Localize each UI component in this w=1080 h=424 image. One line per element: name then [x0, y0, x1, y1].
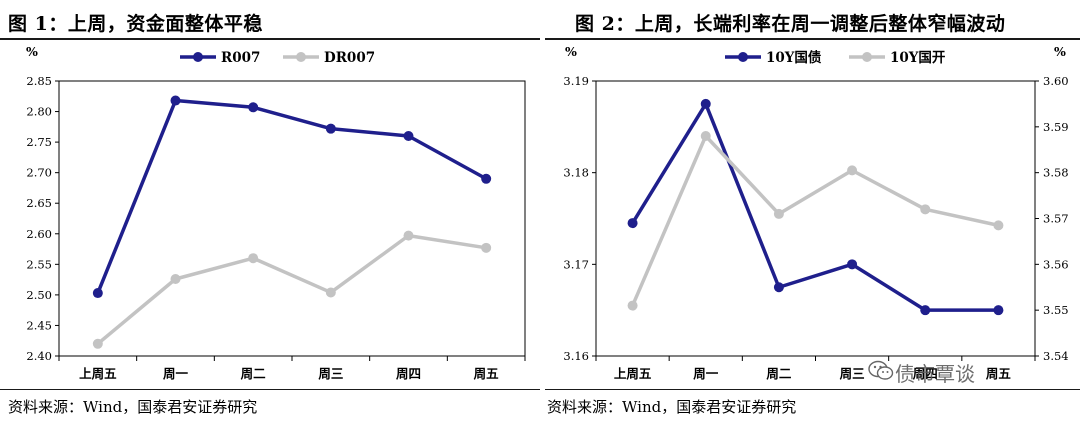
figure-1-source: 资料来源：Wind，国泰君安证券研究: [8, 398, 258, 416]
series-line-0: [631, 102, 999, 312]
series-point-0: [627, 218, 638, 229]
x-tick-label: 周一: [693, 366, 719, 381]
series-line-1: [630, 134, 999, 307]
legend-swatch-marker: [296, 52, 306, 62]
y-tick-label: 3.19: [563, 74, 589, 88]
x-tick-label: 周三: [318, 366, 343, 381]
y-tick-label: 2.60: [26, 227, 52, 241]
y2-tick-label: 3.59: [1043, 120, 1069, 134]
series-point-0: [920, 305, 931, 316]
x-tick-label: 周一: [163, 366, 189, 381]
series-point-0: [481, 173, 492, 184]
x-tick-label: 上周五: [79, 366, 117, 381]
figure-1-title: 图 1：上周，资金面整体平稳: [8, 13, 263, 35]
title-divider: [0, 38, 540, 40]
series-point-1: [481, 242, 492, 253]
series-point-0: [170, 95, 181, 106]
title-divider: [545, 38, 1080, 40]
series-point-0: [773, 282, 784, 293]
x-tick-label: 周四: [913, 366, 938, 381]
series-point-1: [248, 253, 259, 264]
series-point-1: [325, 287, 336, 298]
figure-1-panel: 图 1：上周，资金面整体平稳 2.40 2.45 2.50 2.55 2.60 2.65 2…: [0, 13, 540, 416]
figure-2-chart: 3.16 3.17 3.18 3.19% 3.54 3.55 3.56 3.57 3.58 3.5…: [563, 44, 1069, 381]
x-tick-label: 周二: [766, 366, 792, 381]
series-point-1: [403, 230, 414, 241]
legend-label: DR007: [324, 50, 375, 66]
y-tick-label: 3.17: [563, 257, 589, 271]
legend-label: 10Y国开: [890, 50, 946, 66]
y2-tick-label: 3.54: [1043, 349, 1069, 363]
series-point-0: [248, 102, 259, 113]
source-divider: [545, 389, 1080, 390]
series-point-1: [773, 208, 784, 219]
y-tick-label: 2.70: [26, 166, 52, 180]
y-tick-label: 2.45: [26, 318, 52, 332]
x-tick-label: 周三: [840, 366, 865, 381]
series-point-1: [627, 300, 638, 311]
x-tick-label: 周五: [474, 366, 500, 381]
legend-swatch-marker: [862, 52, 872, 62]
y2-tick-label: 3.55: [1043, 303, 1069, 317]
watermark-text: 债市覃谈: [895, 362, 975, 386]
y-tick-label: 3.16: [563, 349, 589, 363]
series-point-0: [92, 288, 103, 299]
y2-tick-label: 3.57: [1043, 212, 1069, 226]
y-tick-label: 3.18: [563, 166, 589, 180]
series-point-1: [92, 338, 103, 349]
y-axis-unit: %: [26, 44, 38, 59]
series-line-1: [96, 233, 487, 346]
legend-swatch-marker: [193, 52, 203, 62]
series-point-1: [847, 165, 858, 176]
wechat-icon: [868, 360, 894, 380]
y-tick-label: 2.50: [26, 288, 52, 302]
y2-tick-label: 3.58: [1043, 166, 1069, 180]
x-tick-label: 周二: [241, 366, 267, 381]
legend-label: R007: [221, 50, 260, 66]
series-point-1: [170, 274, 181, 284]
y-tick-label: 2.55: [26, 257, 52, 271]
x-tick-label: 上周五: [614, 366, 652, 381]
series-point-0: [993, 305, 1004, 316]
legend-swatch-marker: [738, 52, 748, 62]
y-tick-label: 2.75: [26, 135, 52, 149]
series-point-1: [920, 204, 931, 215]
series-point-1: [700, 131, 711, 141]
series-point-0: [403, 131, 414, 141]
figure-2-source: 资料来源：Wind，国泰君安证券研究: [547, 398, 797, 416]
figure-2-title: 图 2：上周，长端利率在周一调整后整体窄幅波动: [575, 13, 1006, 35]
y-tick-label: 2.85: [26, 74, 52, 88]
series-point-0: [847, 259, 858, 270]
y-tick-label: 2.80: [26, 105, 52, 119]
figure-2-panel: 图 2：上周，长端利率在周一调整后整体窄幅波动 3.16 3.17 3.18 3.19…: [545, 0, 1080, 424]
y2-axis-unit: %: [1054, 44, 1066, 59]
x-tick-label: 周五: [986, 366, 1012, 381]
y-tick-label: 2.65: [26, 196, 52, 210]
series-point-0: [325, 123, 336, 134]
x-tick-label: 周四: [396, 366, 421, 381]
legend-label: 10Y国债: [766, 49, 822, 66]
series-point-1: [993, 220, 1004, 231]
y-tick-label: 2.40: [26, 349, 52, 363]
y2-tick-label: 3.60: [1043, 74, 1069, 88]
source-divider: [0, 389, 540, 390]
y-axis-unit: %: [565, 44, 577, 59]
series-point-0: [700, 98, 711, 109]
y2-tick-label: 3.56: [1043, 257, 1069, 271]
series-line-0: [96, 98, 488, 294]
figure-1-chart: 2.40 2.45 2.50 2.55 2.60 2.65 2.70 2.75 2.80 2.85…: [26, 44, 526, 381]
